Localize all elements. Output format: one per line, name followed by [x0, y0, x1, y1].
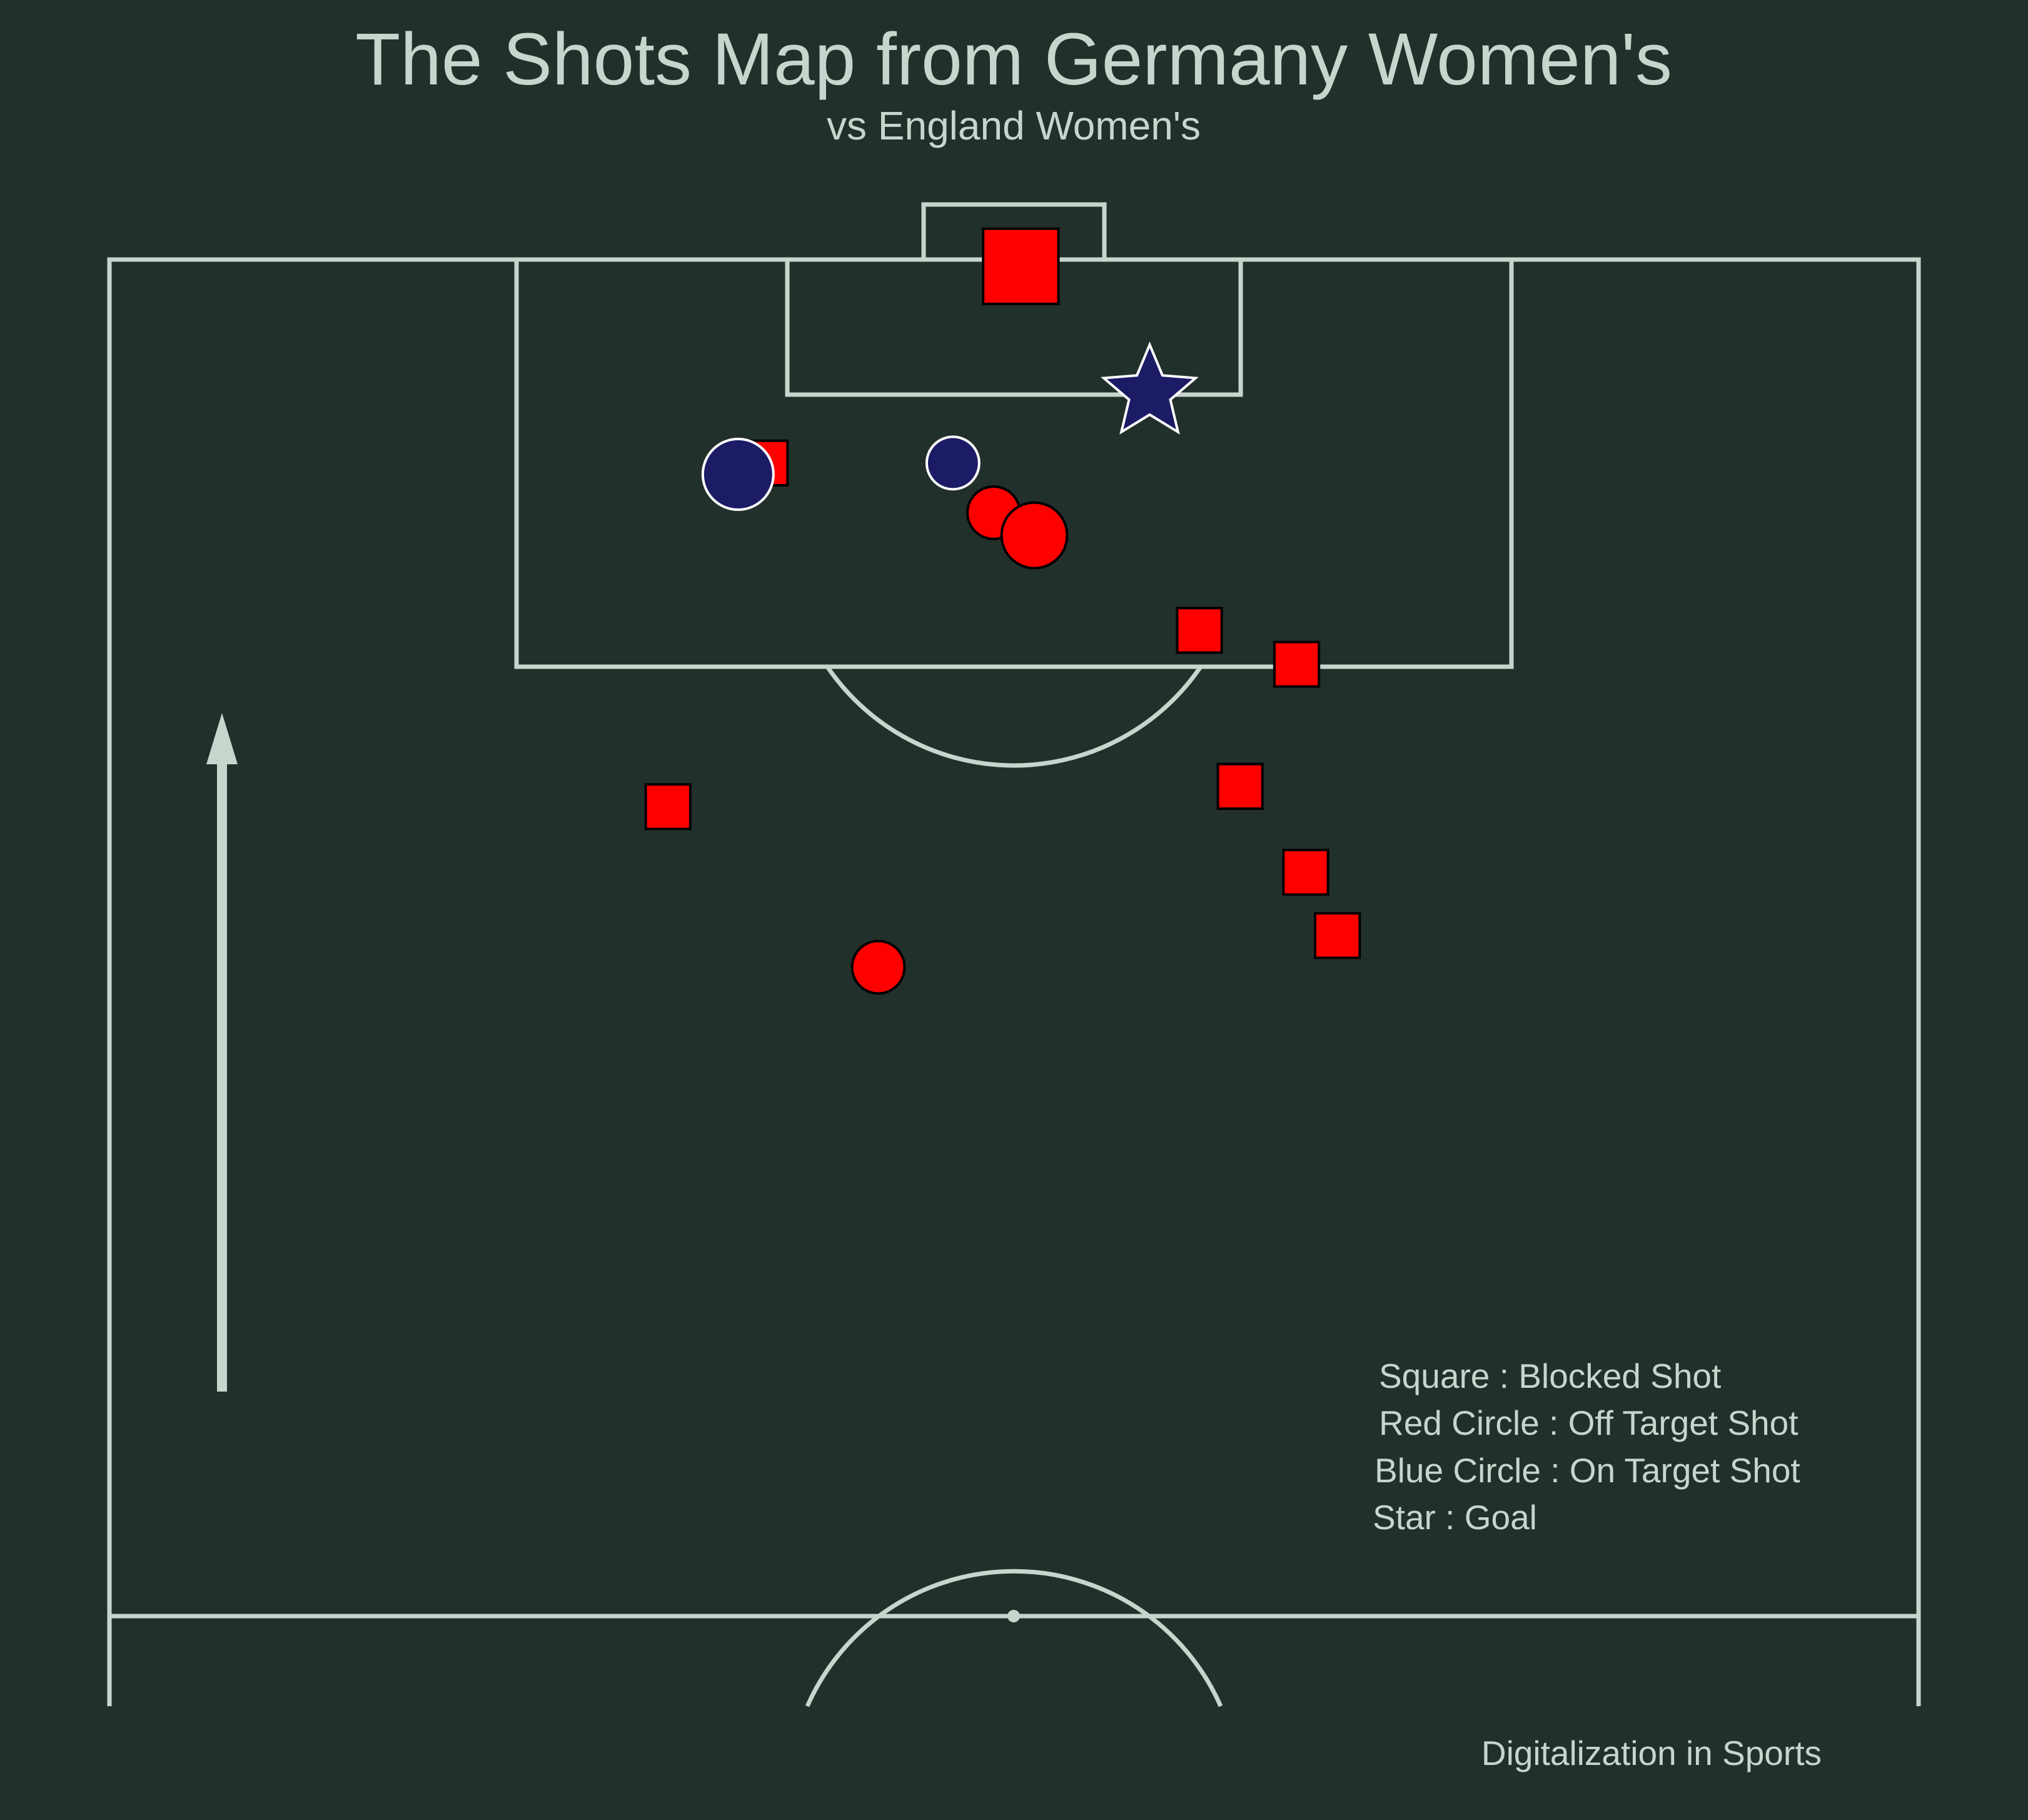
legend-item-blocked: Square : Blocked Shot: [1379, 1357, 1721, 1395]
goal-shot-marker: [1101, 341, 1199, 435]
centre-circle: [805, 1569, 1223, 1707]
on-target-shot-marker: [701, 437, 775, 511]
on-target-shot-marker: [925, 435, 981, 491]
legend-item-off-target: Red Circle : Off Target Shot: [1379, 1403, 1798, 1442]
attack-direction-arrow: [206, 713, 238, 1392]
blocked-shot-marker: [1282, 849, 1329, 896]
credit-text: Digitalization in Sports: [1481, 1734, 1822, 1772]
six-yard-box: [785, 260, 1243, 397]
chart-title: The Shots Map from Germany Women's: [355, 18, 1672, 101]
blocked-shot-marker: [1313, 912, 1361, 959]
blocked-shot-marker: [982, 227, 1060, 306]
off-target-shot-marker: [850, 939, 906, 995]
shots-layer: [644, 227, 1361, 995]
blocked-shot-marker: [1176, 607, 1223, 654]
penalty-area: [514, 260, 1514, 669]
blocked-shot-marker: [1216, 762, 1264, 810]
legend-item-on-target: Blue Circle : On Target Shot: [1375, 1451, 1800, 1490]
legend-item-goal: Star : Goal: [1373, 1498, 1537, 1537]
chart-subtitle: vs England Women's: [827, 103, 1201, 148]
centre-spot: [1007, 1610, 1020, 1622]
off-target-shot-marker: [1000, 501, 1069, 570]
blocked-shot-marker: [644, 783, 692, 831]
penalty-arc: [825, 665, 1203, 768]
blocked-shot-marker: [1273, 640, 1321, 688]
goal-frame: [921, 202, 1107, 260]
legend: Square : Blocked Shot Red Circle : Off T…: [1373, 1357, 1800, 1537]
